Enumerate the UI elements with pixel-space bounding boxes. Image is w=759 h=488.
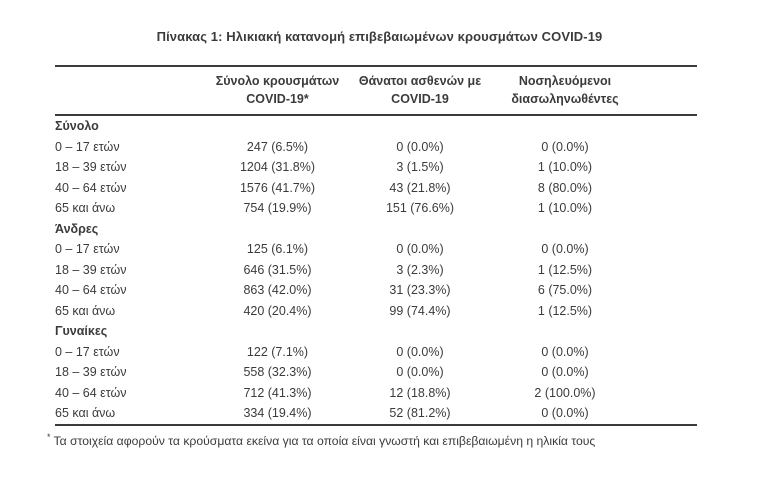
section-label-women: Γυναίκες <box>55 324 108 339</box>
header-total-cases-line2: COVID-19* <box>246 92 309 106</box>
cell-deaths: 52 (81.2%) <box>389 406 451 421</box>
header-deaths: Θάνατοι ασθενών με COVID-19 <box>350 66 490 116</box>
row-label: 40 – 64 ετών <box>55 180 127 195</box>
cell-intubated: 1 (12.5%) <box>537 262 593 277</box>
cell-deaths: 3 (2.3%) <box>396 262 444 277</box>
header-deaths-line1: Θάνατοι ασθενών με <box>358 74 482 88</box>
cell-intubated: 0 (0.0%) <box>541 242 589 257</box>
footnote: * Τα στοιχεία αφορούν τα κρούσματα εκείνα… <box>47 430 759 449</box>
table-row: 65 και άνω 334 (19.4%) 52 (81.2%) 0 (0.0… <box>55 403 697 425</box>
header-intubated: Νοσηλευόμενοι διασωληνωθέντες <box>490 66 640 116</box>
header-total-cases: Σύνολο κρουσμάτων COVID-19* <box>205 66 350 116</box>
cell-intubated: 1 (12.5%) <box>537 303 593 318</box>
cell-deaths: 3 (1.5%) <box>396 160 444 175</box>
row-label: 18 – 39 ετών <box>55 160 127 175</box>
row-label: 18 – 39 ετών <box>55 365 127 380</box>
row-label: 40 – 64 ετών <box>55 283 127 298</box>
cell-deaths: 31 (23.3%) <box>389 283 451 298</box>
cell-total-cases: 1204 (31.8%) <box>239 160 316 175</box>
cell-intubated: 0 (0.0%) <box>541 139 589 154</box>
cell-deaths: 0 (0.0%) <box>396 365 444 380</box>
cell-intubated: 1 (10.0%) <box>537 201 593 216</box>
section-row-total: Σύνολο <box>55 115 697 137</box>
cell-intubated: 0 (0.0%) <box>541 365 589 380</box>
table-row: 0 – 17 ετών 247 (6.5%) 0 (0.0%) 0 (0.0%) <box>55 137 697 158</box>
header-total-cases-line1: Σύνολο κρουσμάτων <box>215 74 340 88</box>
cell-deaths: 151 (76.6%) <box>385 201 455 216</box>
row-label: 40 – 64 ετών <box>55 385 127 400</box>
cell-total-cases: 712 (41.3%) <box>243 385 312 400</box>
cell-total-cases: 863 (42.0%) <box>243 283 312 298</box>
cell-deaths: 0 (0.0%) <box>396 344 444 359</box>
row-label: 0 – 17 ετών <box>55 344 120 359</box>
cell-total-cases: 125 (6.1%) <box>246 242 309 257</box>
cell-total-cases: 334 (19.4%) <box>243 406 312 421</box>
cell-intubated: 1 (10.0%) <box>537 160 593 175</box>
header-row: Σύνολο κρουσμάτων COVID-19* Θάνατοι ασθε… <box>55 66 697 116</box>
section-row-men: Άνδρες <box>55 219 697 240</box>
cell-intubated: 8 (80.0%) <box>537 180 593 195</box>
footnote-marker: * <box>47 431 51 442</box>
covid-age-distribution-table: Σύνολο κρουσμάτων COVID-19* Θάνατοι ασθε… <box>55 65 697 426</box>
section-label-total: Σύνολο <box>55 119 99 134</box>
row-label: 65 και άνω <box>55 201 116 216</box>
row-label: 65 και άνω <box>55 303 116 318</box>
row-label: 18 – 39 ετών <box>55 262 127 277</box>
section-label-men: Άνδρες <box>55 221 99 236</box>
table-title: Πίνακας 1: Ηλικιακή κατανομή επιβεβαιωμέ… <box>156 29 603 44</box>
table-row: 65 και άνω 754 (19.9%) 151 (76.6%) 1 (10… <box>55 198 697 219</box>
cell-deaths: 0 (0.0%) <box>396 139 444 154</box>
cell-deaths: 12 (18.8%) <box>389 385 451 400</box>
cell-deaths: 43 (21.8%) <box>389 180 451 195</box>
cell-total-cases: 247 (6.5%) <box>246 139 309 154</box>
cell-total-cases: 558 (32.3%) <box>243 365 312 380</box>
table-row: 0 – 17 ετών 122 (7.1%) 0 (0.0%) 0 (0.0%) <box>55 342 697 363</box>
cell-total-cases: 754 (19.9%) <box>243 201 312 216</box>
section-row-women: Γυναίκες <box>55 321 697 342</box>
table-row: 40 – 64 ετών 712 (41.3%) 12 (18.8%) 2 (1… <box>55 383 697 404</box>
cell-total-cases: 122 (7.1%) <box>246 344 309 359</box>
cell-deaths: 0 (0.0%) <box>396 242 444 257</box>
header-intubated-line2: διασωληνωθέντες <box>511 92 619 106</box>
cell-deaths: 99 (74.4%) <box>389 303 451 318</box>
cell-intubated: 0 (0.0%) <box>541 406 589 421</box>
table-row: 18 – 39 ετών 1204 (31.8%) 3 (1.5%) 1 (10… <box>55 157 697 178</box>
header-intubated-line1: Νοσηλευόμενοι <box>518 74 612 88</box>
header-spacer <box>640 66 697 116</box>
cell-intubated: 6 (75.0%) <box>537 283 593 298</box>
table-row: 40 – 64 ετών 1576 (41.7%) 43 (21.8%) 8 (… <box>55 178 697 199</box>
cell-intubated: 0 (0.0%) <box>541 344 589 359</box>
row-label: 65 και άνω <box>55 406 116 421</box>
table-row: 40 – 64 ετών 863 (42.0%) 31 (23.3%) 6 (7… <box>55 280 697 301</box>
cell-total-cases: 420 (20.4%) <box>243 303 312 318</box>
footnote-text: Τα στοιχεία αφορούν τα κρούσματα εκείνα … <box>53 433 596 448</box>
table-row: 18 – 39 ετών 558 (32.3%) 0 (0.0%) 0 (0.0… <box>55 362 697 383</box>
cell-total-cases: 646 (31.5%) <box>243 262 312 277</box>
cell-intubated: 2 (100.0%) <box>534 385 596 400</box>
header-empty <box>55 66 205 116</box>
table-row: 18 – 39 ετών 646 (31.5%) 3 (2.3%) 1 (12.… <box>55 260 697 281</box>
row-label: 0 – 17 ετών <box>55 242 120 257</box>
table-row: 0 – 17 ετών 125 (6.1%) 0 (0.0%) 0 (0.0%) <box>55 239 697 260</box>
table-row: 65 και άνω 420 (20.4%) 99 (74.4%) 1 (12.… <box>55 301 697 322</box>
header-deaths-line2: COVID-19 <box>391 92 449 106</box>
row-label: 0 – 17 ετών <box>55 139 120 154</box>
cell-total-cases: 1576 (41.7%) <box>239 180 316 195</box>
